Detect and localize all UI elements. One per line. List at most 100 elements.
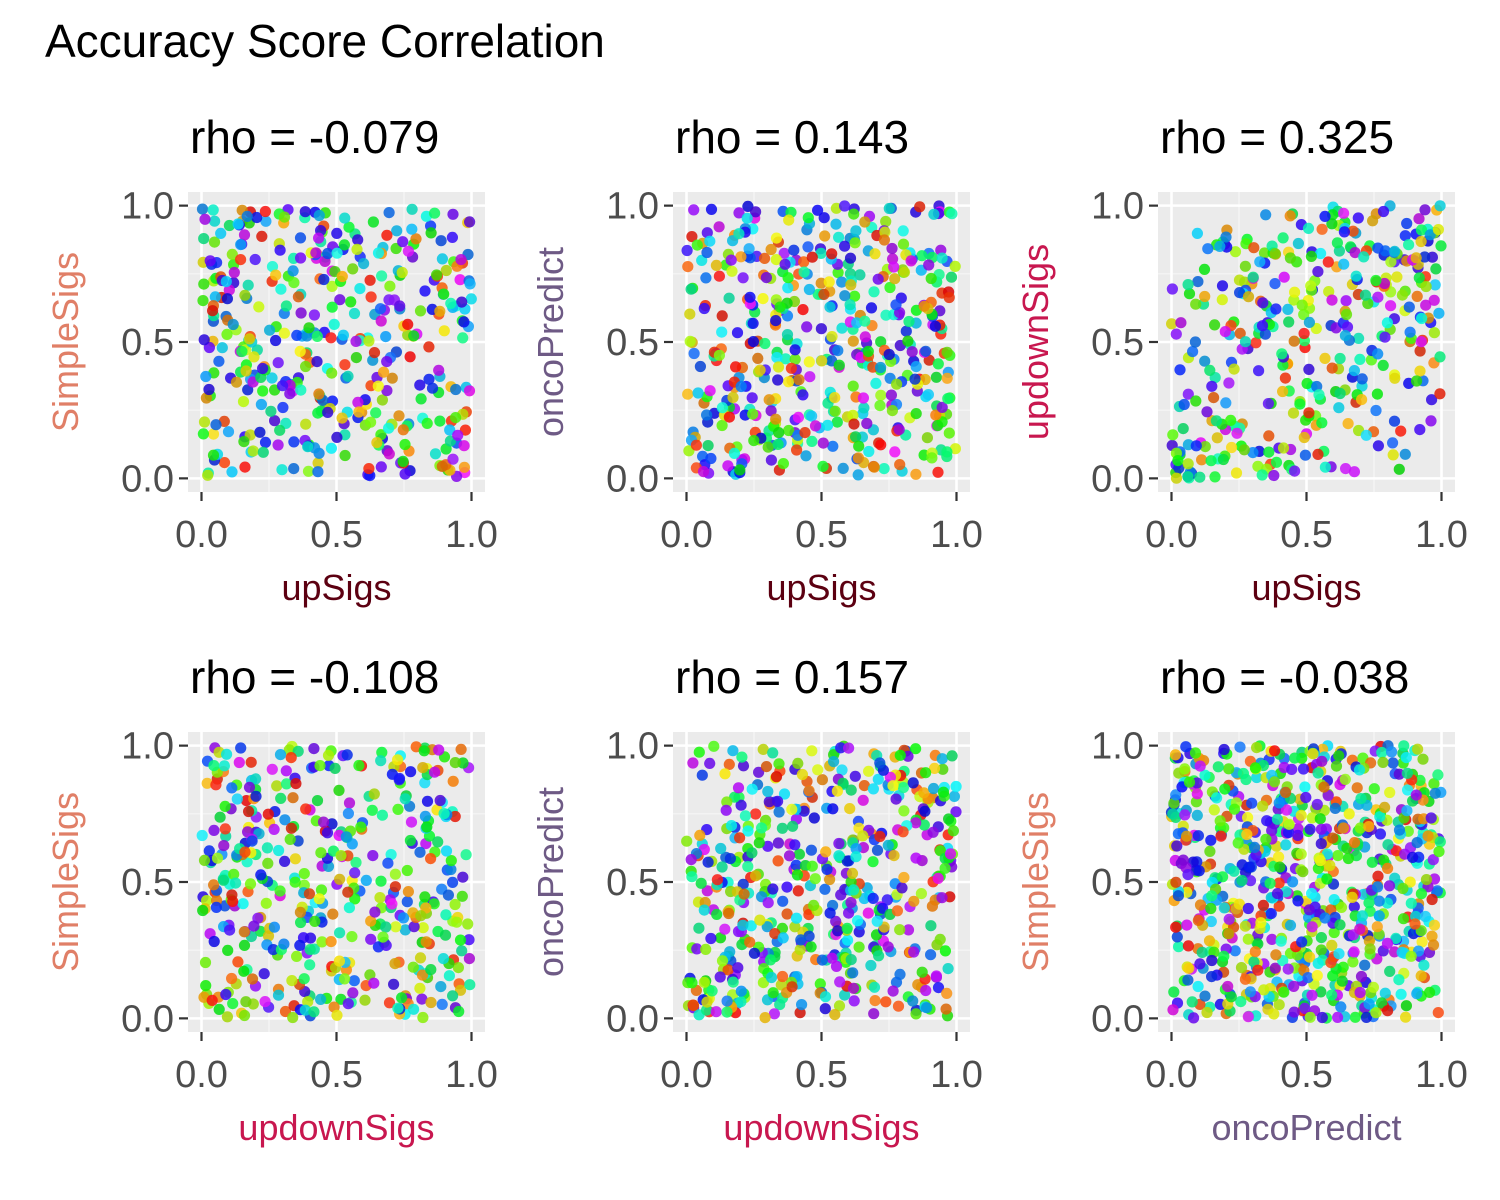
data-point [1206, 380, 1218, 392]
data-point [777, 895, 789, 907]
data-point [1315, 932, 1327, 944]
data-point [376, 270, 388, 282]
data-point [242, 279, 254, 291]
data-point [1179, 763, 1191, 775]
data-point [198, 334, 210, 346]
data-point [848, 418, 860, 430]
data-point [845, 279, 857, 291]
x-axis-title: updownSigs [238, 1107, 434, 1148]
data-point [1183, 776, 1196, 788]
data-point [1276, 348, 1288, 360]
data-point [381, 229, 393, 241]
data-point [228, 266, 240, 279]
data-point [300, 418, 312, 430]
data-point [716, 402, 728, 414]
data-point [801, 321, 813, 333]
data-point [798, 805, 810, 817]
data-point [228, 868, 240, 880]
x-tick-label: 1.0 [445, 1054, 498, 1096]
data-point [886, 242, 898, 255]
data-point [1206, 954, 1218, 967]
data-point [1217, 871, 1229, 883]
data-point [463, 953, 475, 965]
data-point [1192, 830, 1204, 842]
data-point [382, 857, 394, 869]
data-point [243, 805, 255, 818]
data-point [821, 863, 833, 875]
data-point [790, 859, 802, 871]
data-point [881, 894, 893, 906]
data-point [833, 359, 845, 371]
data-point [874, 830, 886, 843]
data-point [248, 351, 260, 363]
data-point [815, 247, 827, 259]
data-point [1280, 839, 1292, 851]
data-point [1319, 210, 1331, 222]
data-point [433, 744, 445, 756]
data-point [414, 379, 426, 391]
data-point [850, 851, 862, 863]
data-point [1181, 919, 1193, 931]
data-point [1372, 881, 1384, 893]
data-point [1397, 913, 1410, 925]
data-point [820, 846, 832, 858]
data-point [793, 848, 805, 860]
data-point [423, 373, 435, 385]
data-point [327, 908, 339, 920]
data-point [255, 398, 267, 411]
data-point [773, 806, 785, 818]
axes: 0.00.00.50.51.01.0 [606, 726, 983, 1096]
data-point [378, 366, 390, 378]
data-point [210, 779, 222, 791]
data-point [210, 901, 222, 913]
data-point [701, 996, 713, 1008]
x-axis-title: updownSigs [723, 1107, 919, 1148]
data-point [1343, 808, 1355, 820]
data-point [723, 411, 735, 423]
data-point [211, 852, 224, 864]
data-point [747, 408, 759, 420]
data-point [1270, 303, 1282, 315]
data-point [819, 883, 831, 895]
data-point [754, 914, 766, 926]
data-point [1411, 290, 1423, 302]
data-point [833, 231, 845, 243]
data-point [425, 853, 437, 865]
data-point [213, 1003, 225, 1015]
data-point [1172, 455, 1184, 467]
data-point [1420, 874, 1433, 886]
data-point [769, 928, 781, 940]
data-point [850, 225, 862, 237]
data-point [440, 264, 452, 277]
data-point [824, 301, 836, 313]
data-point [1420, 299, 1432, 311]
data-point [275, 283, 287, 295]
data-point [1166, 283, 1178, 295]
data-point [291, 950, 303, 962]
data-point [449, 757, 461, 769]
data-point [1377, 205, 1390, 218]
data-point [716, 310, 728, 322]
data-point [868, 981, 881, 993]
x-tick-label: 1.0 [930, 514, 983, 556]
data-point [1273, 900, 1285, 912]
data-point [1424, 986, 1436, 998]
data-point [695, 877, 707, 889]
data-point [1348, 837, 1361, 849]
data-point [287, 1011, 299, 1024]
data-point [763, 394, 775, 406]
data-point [907, 995, 919, 1007]
y-tick-label: 0.5 [606, 322, 659, 364]
y-tick-label: 1.0 [1091, 186, 1144, 228]
data-point [458, 461, 470, 473]
data-point [827, 440, 839, 452]
data-point [1400, 752, 1412, 764]
data-point [792, 757, 804, 769]
data-point [438, 325, 450, 337]
data-point [920, 767, 932, 779]
data-point [727, 745, 739, 757]
data-point [1386, 746, 1398, 758]
data-point [201, 777, 213, 789]
data-point [726, 265, 738, 277]
